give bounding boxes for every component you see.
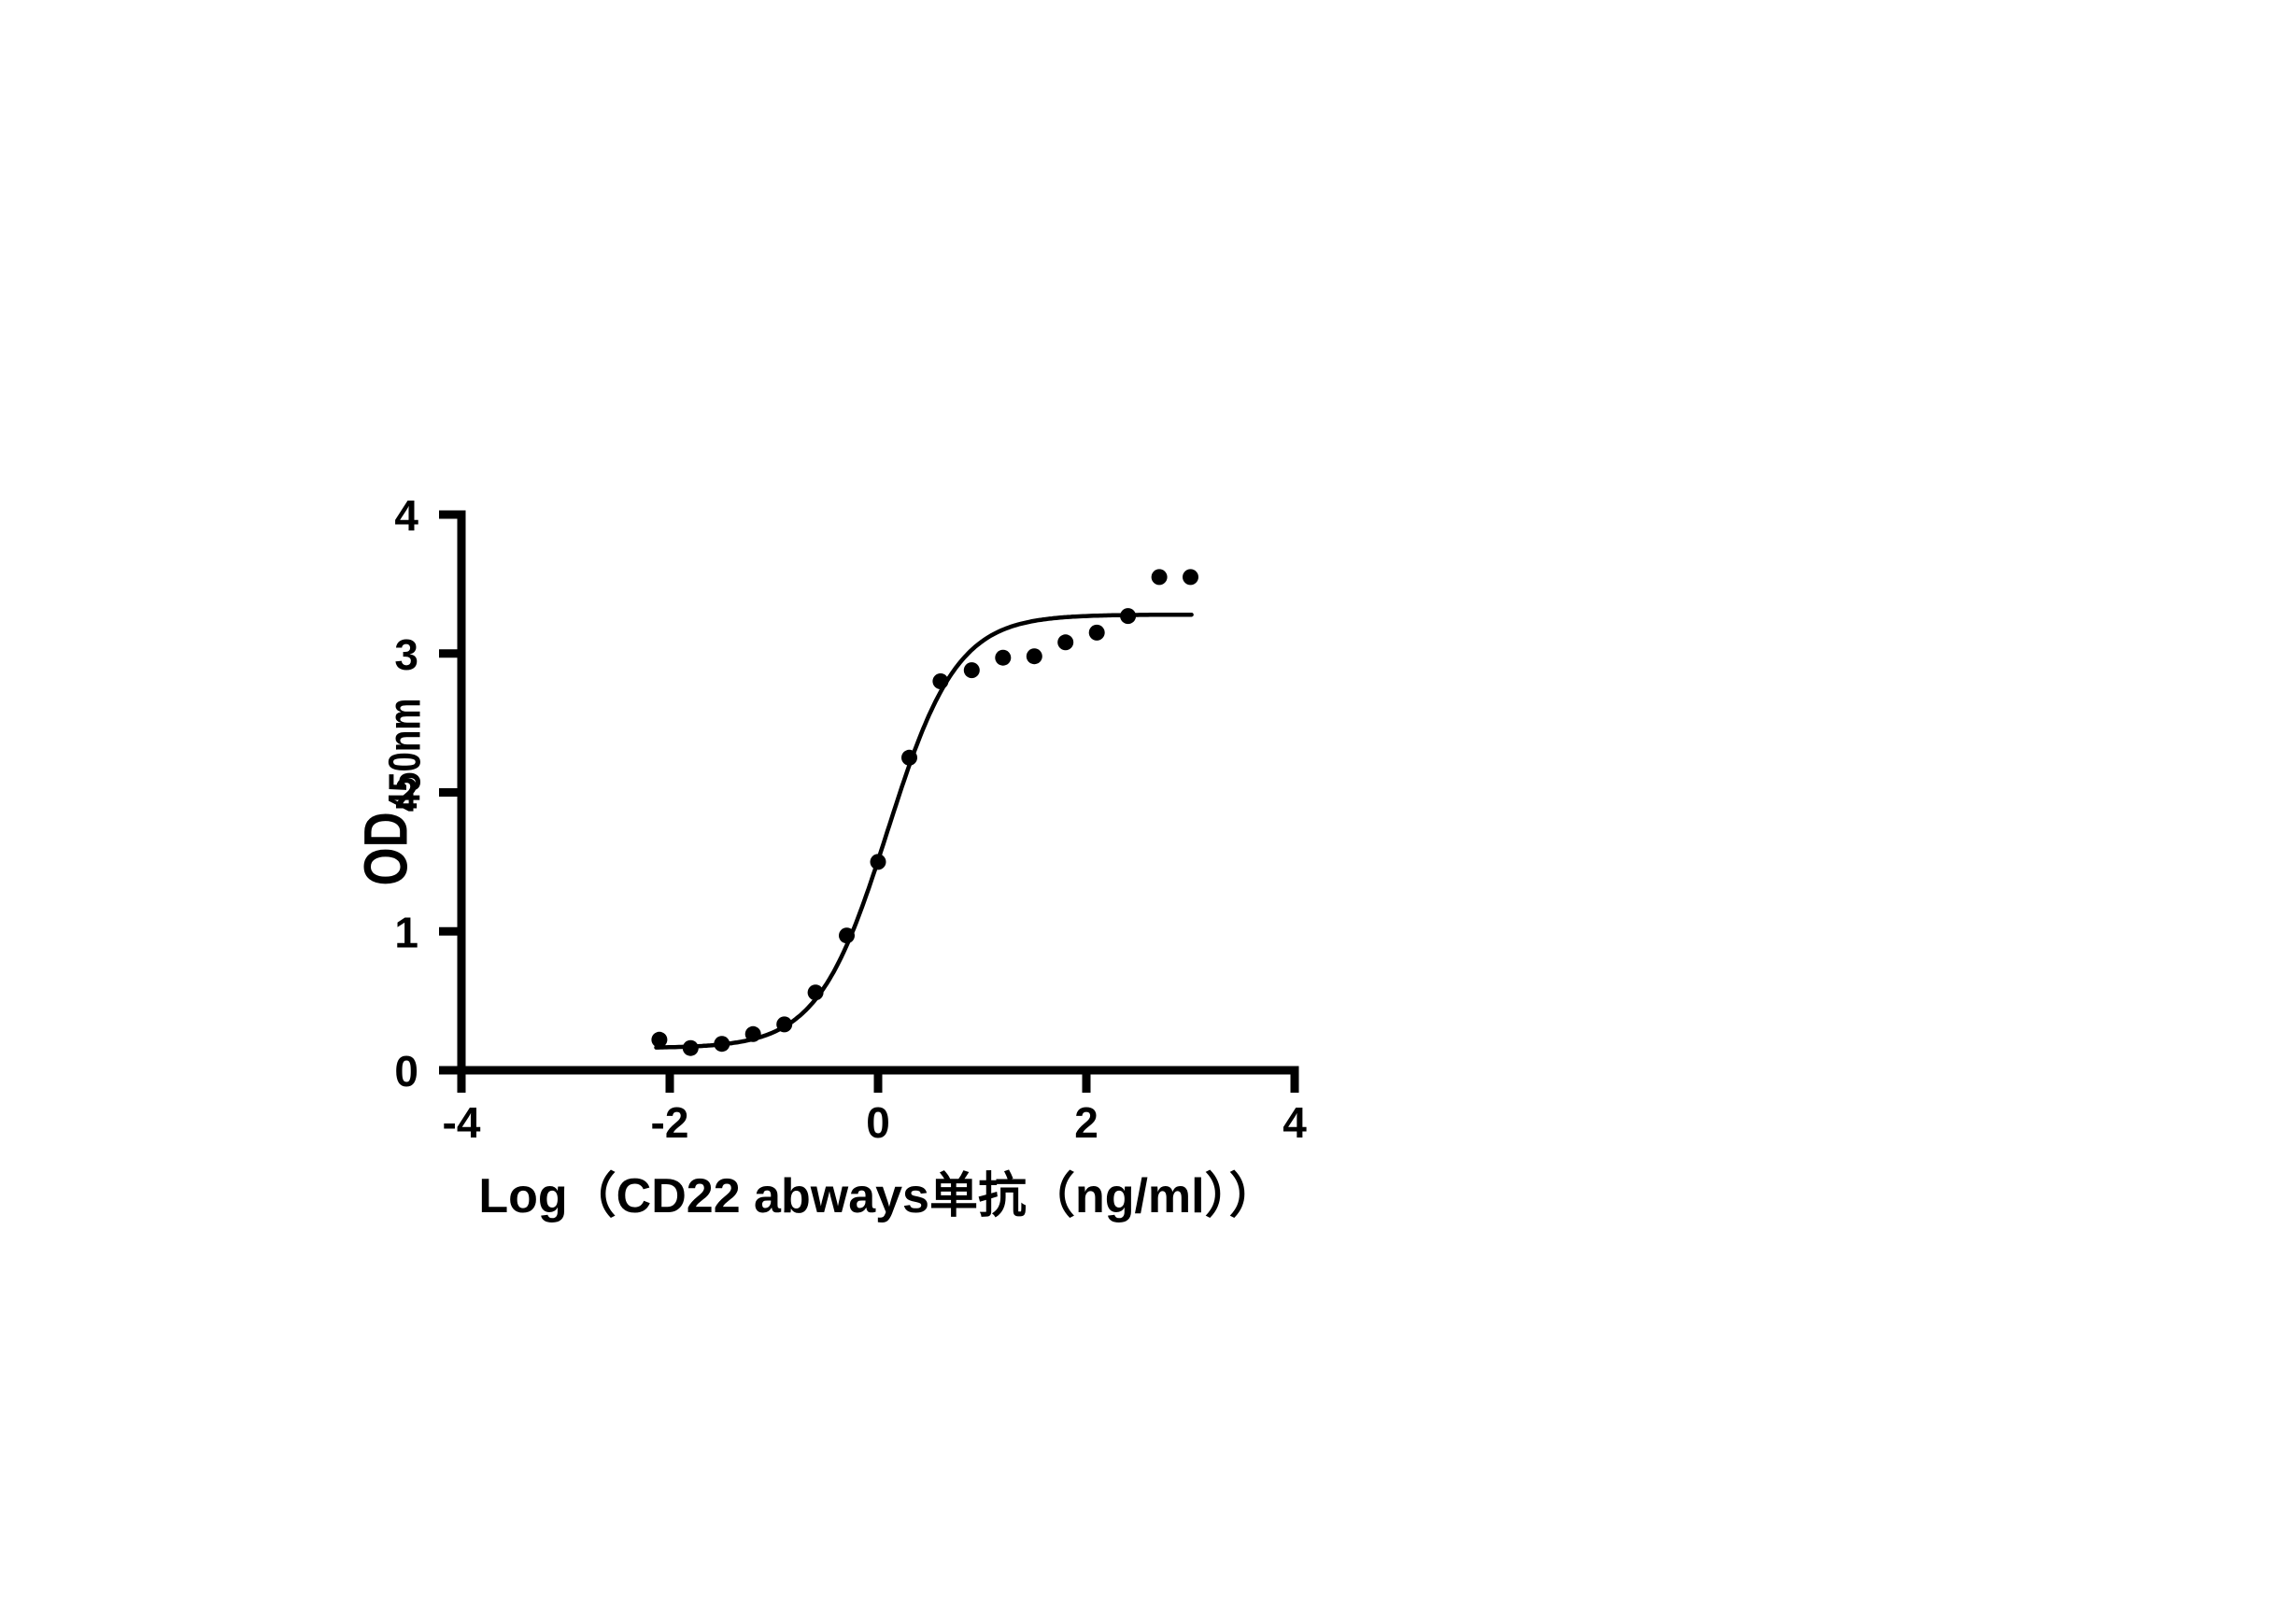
data-point: [651, 1031, 668, 1048]
data-point: [995, 649, 1012, 666]
y-tick-label: 1: [394, 908, 418, 956]
x-tick-label: 2: [1074, 1098, 1098, 1147]
fit-curve: [654, 612, 1194, 1050]
data-point: [1120, 608, 1137, 625]
data-point: [776, 1016, 793, 1033]
y-tick-label: 0: [394, 1047, 418, 1095]
x-axis-title: Log（CD22 abways单抗（ng/ml））: [478, 1169, 1278, 1223]
data-point: [901, 749, 917, 766]
data-point: [682, 1039, 699, 1056]
data-point: [932, 673, 949, 689]
data-point: [1151, 569, 1168, 586]
x-tick-label: 4: [1283, 1098, 1307, 1147]
x-tick-label: 0: [866, 1098, 890, 1147]
data-point: [839, 927, 855, 944]
x-tick-label: -4: [443, 1098, 481, 1147]
y-axis-title: OD450nm: [350, 699, 432, 886]
data-point: [714, 1036, 730, 1053]
data-point: [807, 984, 824, 1001]
y-tick-label: 3: [394, 630, 418, 679]
data-point: [1088, 624, 1105, 641]
x-tick-label: -2: [651, 1098, 689, 1147]
data-point: [870, 854, 886, 870]
y-tick-label: 2: [394, 770, 418, 818]
y-axis-title-subscript: 450nm: [380, 698, 431, 813]
data-point: [963, 662, 980, 679]
data-point: [1183, 569, 1198, 586]
data-point: [744, 1025, 761, 1042]
y-tick-label: 4: [394, 491, 418, 540]
data-point: [1057, 634, 1074, 651]
data-point: [1026, 648, 1042, 665]
y-axis-title-main: OD: [350, 812, 420, 886]
